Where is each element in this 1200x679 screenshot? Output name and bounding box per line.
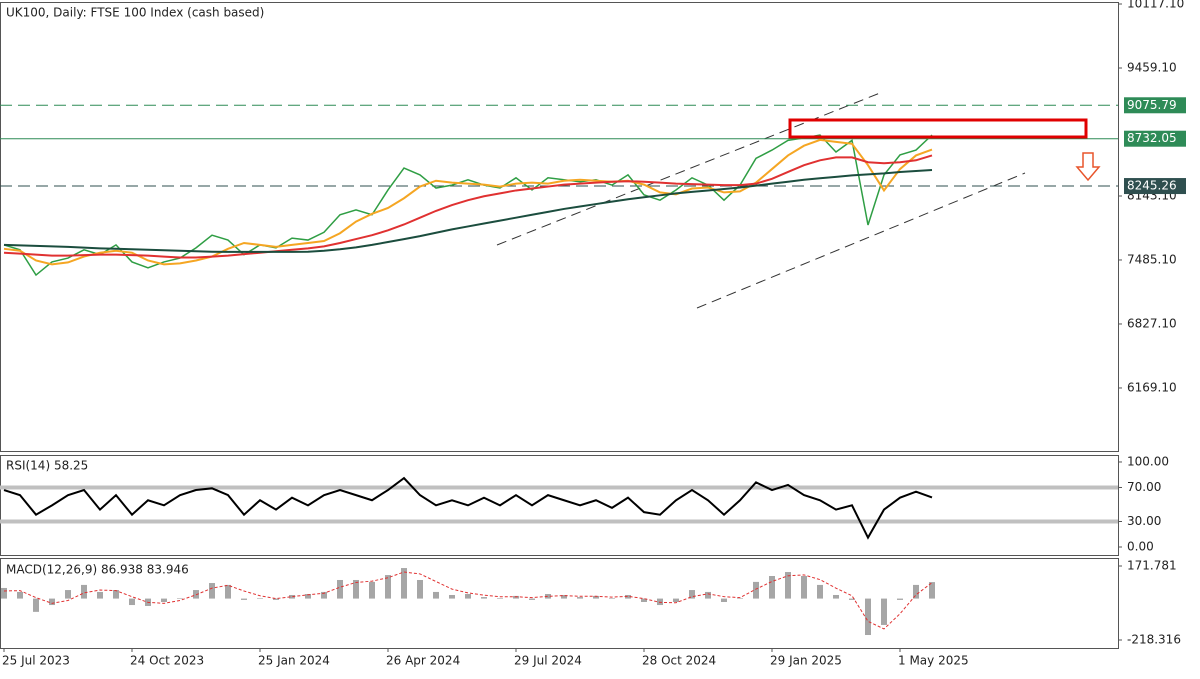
series-line bbox=[3, 138, 933, 266]
level-label: 8732.05 bbox=[1127, 131, 1177, 145]
histogram-bar bbox=[625, 594, 631, 599]
signal-line bbox=[3, 571, 933, 630]
histogram-bar bbox=[81, 584, 87, 599]
histogram-bar bbox=[929, 582, 935, 599]
histogram-bar bbox=[881, 598, 887, 625]
histogram-bar bbox=[529, 598, 535, 600]
histogram-bar bbox=[497, 598, 503, 599]
histogram-bar bbox=[305, 594, 311, 599]
histogram-bar bbox=[593, 595, 599, 599]
y-tick-label: -218.316 bbox=[1127, 632, 1181, 646]
histogram-bar bbox=[49, 598, 55, 606]
histogram-bar bbox=[161, 598, 167, 603]
histogram-bar bbox=[737, 598, 743, 599]
y-tick-label: 0.00 bbox=[1127, 540, 1154, 554]
histogram-bar bbox=[97, 591, 103, 599]
macd-title: MACD(12,26,9) 86.938 83.946 bbox=[6, 563, 189, 577]
histogram-bar bbox=[641, 598, 647, 603]
down-arrow bbox=[1075, 152, 1101, 182]
price-title: UK100, Daily: FTSE 100 Index (cash based… bbox=[6, 6, 264, 20]
level-label-bg bbox=[1124, 97, 1186, 114]
histogram-bar bbox=[225, 584, 231, 599]
y-tick-label: 7485.10 bbox=[1127, 252, 1177, 266]
macd-pane bbox=[0, 558, 1119, 649]
histogram-bar bbox=[913, 584, 919, 599]
histogram-bar bbox=[721, 598, 727, 603]
y-tick-label: 171.781 bbox=[1127, 558, 1177, 572]
histogram-bar bbox=[273, 598, 279, 600]
channel-lower bbox=[696, 172, 1026, 309]
histogram-bar bbox=[705, 591, 711, 599]
x-tick-label: 24 Oct 2023 bbox=[130, 654, 204, 668]
histogram-bar bbox=[289, 594, 295, 599]
histogram-bar bbox=[401, 568, 407, 599]
histogram-bar bbox=[897, 598, 903, 600]
y-tick-label: 100.00 bbox=[1127, 454, 1169, 468]
histogram-bar bbox=[753, 581, 759, 599]
resistance-box bbox=[788, 118, 1088, 139]
x-tick-label: 29 Jul 2024 bbox=[514, 654, 582, 668]
histogram-bar bbox=[129, 598, 135, 606]
histogram-bar bbox=[1, 587, 7, 599]
histogram-bar bbox=[785, 572, 791, 599]
level-label-bg bbox=[1124, 130, 1186, 147]
x-tick-label: 29 Jan 2025 bbox=[770, 654, 842, 668]
x-tick-label: 25 Jul 2023 bbox=[2, 654, 70, 668]
histogram-bar bbox=[369, 581, 375, 599]
histogram-bar bbox=[689, 590, 695, 599]
histogram-bar bbox=[577, 597, 583, 599]
histogram-bar bbox=[833, 594, 839, 599]
x-tick-label: 28 Oct 2024 bbox=[642, 654, 716, 668]
histogram-bar bbox=[17, 591, 23, 599]
y-tick-label: 6827.10 bbox=[1127, 316, 1177, 330]
histogram-bar bbox=[513, 595, 519, 599]
histogram-bar bbox=[817, 584, 823, 599]
level-label: 9075.79 bbox=[1127, 98, 1177, 112]
histogram-bar bbox=[113, 590, 119, 599]
y-tick-label: 10117.10 bbox=[1127, 0, 1184, 11]
histogram-bar bbox=[33, 598, 39, 612]
histogram-bar bbox=[241, 598, 247, 600]
histogram-bar bbox=[433, 591, 439, 599]
histogram-bar bbox=[385, 575, 391, 599]
histogram-bar bbox=[449, 594, 455, 599]
histogram-bar bbox=[481, 597, 487, 599]
y-tick-label: 6169.10 bbox=[1127, 380, 1177, 394]
histogram-bar bbox=[177, 598, 183, 599]
price-pane bbox=[0, 2, 1119, 452]
histogram-bar bbox=[865, 598, 871, 636]
rsi-title: RSI(14) 58.25 bbox=[6, 459, 88, 473]
channel-upper bbox=[496, 92, 881, 246]
x-tick-label: 25 Jan 2024 bbox=[258, 654, 330, 668]
series-line bbox=[3, 154, 933, 259]
histogram-bar bbox=[545, 594, 551, 599]
rsi-pane bbox=[0, 455, 1119, 556]
histogram-bar bbox=[561, 594, 567, 599]
histogram-bar bbox=[657, 598, 663, 606]
histogram-bar bbox=[353, 579, 359, 599]
level-label: 8245.26 bbox=[1127, 179, 1177, 193]
x-tick-label: 1 May 2025 bbox=[898, 654, 969, 668]
histogram-bar bbox=[65, 590, 71, 599]
y-tick-label: 70.00 bbox=[1127, 480, 1161, 494]
histogram-bar bbox=[673, 598, 679, 603]
y-tick-label: 30.00 bbox=[1127, 514, 1161, 528]
histogram-bar bbox=[417, 579, 423, 599]
y-tick-label: 9459.10 bbox=[1127, 60, 1177, 74]
histogram-bar bbox=[849, 598, 855, 600]
histogram-bar bbox=[321, 591, 327, 599]
histogram-bar bbox=[609, 598, 615, 599]
histogram-bar bbox=[769, 576, 775, 599]
level-label-bg bbox=[1124, 178, 1186, 195]
histogram-bar bbox=[465, 594, 471, 599]
histogram-bar bbox=[209, 583, 215, 599]
series-line bbox=[3, 169, 933, 253]
histogram-bar bbox=[337, 579, 343, 599]
histogram-bar bbox=[257, 598, 263, 599]
x-tick-label: 26 Apr 2024 bbox=[386, 654, 460, 668]
series-line bbox=[3, 476, 933, 540]
histogram-bar bbox=[801, 576, 807, 599]
